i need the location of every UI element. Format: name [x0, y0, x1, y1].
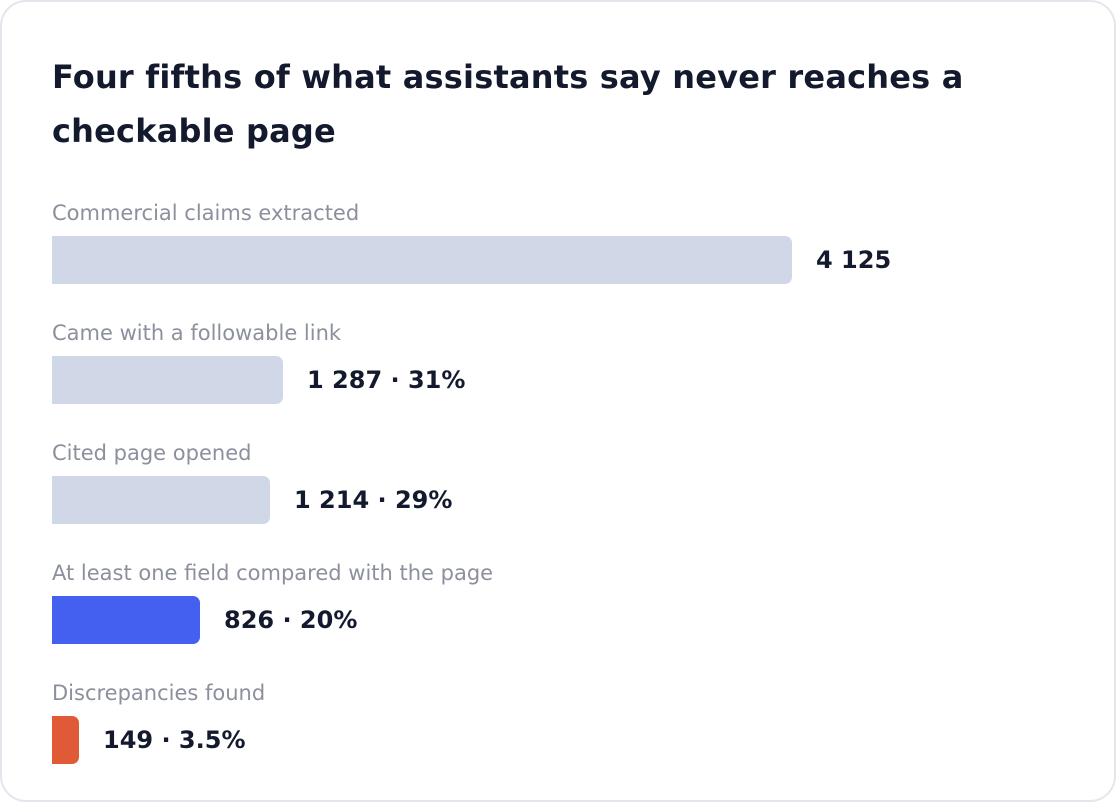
- bar: [52, 236, 792, 284]
- bar-value-label: 1 214 · 29%: [294, 486, 453, 514]
- bar-value-label: 1 287 · 31%: [307, 366, 466, 394]
- bar-row: Discrepancies found 149 · 3.5%: [52, 680, 1062, 790]
- bar-row: At least one field compared with the pag…: [52, 560, 1062, 670]
- bar: [52, 596, 200, 644]
- bar-row: Cited page opened 1 214 · 29%: [52, 440, 1062, 550]
- bar-value-label: 826 · 20%: [224, 606, 358, 634]
- bar-category-label: Came with a followable link: [52, 321, 342, 345]
- bar-value-label: 149 · 3.5%: [103, 726, 246, 754]
- bar-category-label: At least one field compared with the pag…: [52, 561, 494, 585]
- chart-title: Four fifths of what assistants say never…: [52, 58, 964, 150]
- bar-category-label: Cited page opened: [52, 441, 252, 465]
- bar: [52, 476, 270, 524]
- bar-category-label: Commercial claims extracted: [52, 201, 360, 225]
- bar-category-label: Discrepancies found: [52, 681, 266, 705]
- bar: [52, 356, 283, 404]
- bar: [52, 716, 79, 764]
- bar-row: Came with a followable link 1 287 · 31%: [52, 320, 1062, 430]
- bar-value-label: 4 125: [816, 246, 892, 274]
- bar-row: Commercial claims extracted 4 125: [52, 200, 1062, 310]
